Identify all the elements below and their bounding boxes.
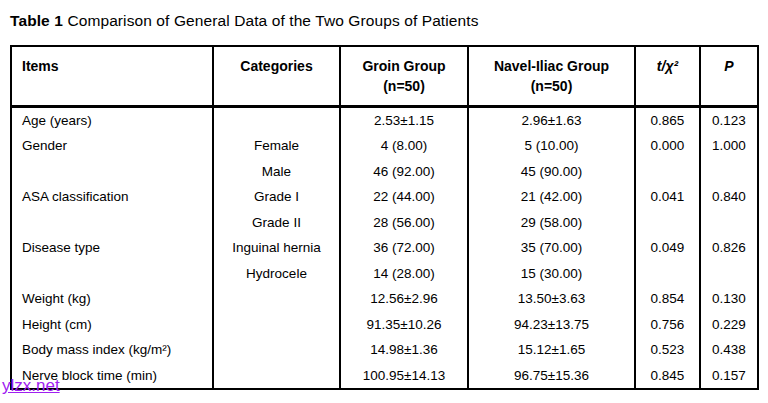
watermark-link[interactable]: ylzx.net [2,376,60,396]
cell-p-value [700,210,758,236]
cell-p-value: 0.840 [700,184,758,210]
cell-item-label: Body mass index (kg/m²) [11,337,213,363]
cell-item-label: Weight (kg) [11,286,213,312]
table-row: Disease type Inguinal hernia 36 (72.00) … [11,235,758,261]
cell-category: Hydrocele [213,261,340,287]
cell-navel-value: 2.96±1.63 [468,106,635,133]
table-title: Table 1 Comparison of General Data of th… [10,12,479,30]
cell-groin-value: 91.35±10.26 [340,312,468,338]
table-row: Height (cm) 91.35±10.26 94.23±13.75 0.75… [11,312,758,338]
table-row: Grade II 28 (56.00) 29 (58.00) [11,210,758,236]
groin-group-n: (n=50) [341,76,467,96]
cell-category: Grade I [213,184,340,210]
cell-navel-value: 45 (90.00) [468,159,635,185]
table-row: Body mass index (kg/m²) 14.98±1.36 15.12… [11,337,758,363]
cell-stat-value: 0.865 [635,106,700,133]
cell-p-value: 1.000 [700,133,758,159]
cell-category [213,106,340,133]
table-row: Weight (kg) 12.56±2.96 13.50±3.63 0.854 … [11,286,758,312]
column-header-groin-group: Groin Group (n=50) [340,46,468,106]
cell-stat-value: 0.049 [635,235,700,261]
navel-iliac-group-n: (n=50) [469,76,634,96]
table-row: Male 46 (92.00) 45 (90.00) [11,159,758,185]
cell-item-label [11,261,213,287]
column-header-categories: Categories [213,46,340,106]
cell-p-value [700,159,758,185]
cell-stat-value: 0.041 [635,184,700,210]
cell-stat-value [635,261,700,287]
groin-group-label: Groin Group [341,56,467,76]
cell-groin-value: 2.53±1.15 [340,106,468,133]
cell-navel-value: 29 (58.00) [468,210,635,236]
header-row: Items Categories Groin Group (n=50) Nave… [11,46,758,106]
cell-item-label: ASA classification [11,184,213,210]
navel-iliac-group-label: Navel-Iliac Group [469,56,634,76]
cell-p-value: 0.157 [700,363,758,390]
column-header-items: Items [11,46,213,106]
cell-navel-value: 15 (30.00) [468,261,635,287]
cell-stat-value: 0.000 [635,133,700,159]
cell-category: Grade II [213,210,340,236]
cell-groin-value: 4 (8.00) [340,133,468,159]
cell-item-label: Gender [11,133,213,159]
comparison-table: Items Categories Groin Group (n=50) Nave… [10,45,759,390]
cell-navel-value: 21 (42.00) [468,184,635,210]
table-row: Hydrocele 14 (28.00) 15 (30.00) [11,261,758,287]
table-row: Gender Female 4 (8.00) 5 (10.00) 0.000 1… [11,133,758,159]
cell-category [213,337,340,363]
cell-groin-value: 22 (44.00) [340,184,468,210]
cell-groin-value: 100.95±14.13 [340,363,468,390]
cell-category: Inguinal hernia [213,235,340,261]
cell-item-label: Disease type [11,235,213,261]
cell-stat-value: 0.756 [635,312,700,338]
cell-groin-value: 14.98±1.36 [340,337,468,363]
cell-groin-value: 12.56±2.96 [340,286,468,312]
table-row: Age (years) 2.53±1.15 2.96±1.63 0.865 0.… [11,106,758,133]
cell-navel-value: 96.75±15.36 [468,363,635,390]
cell-stat-value [635,159,700,185]
cell-category: Male [213,159,340,185]
cell-navel-value: 5 (10.00) [468,133,635,159]
cell-groin-value: 46 (92.00) [340,159,468,185]
cell-navel-value: 94.23±13.75 [468,312,635,338]
table-title-number: Table 1 [10,12,63,29]
cell-category [213,286,340,312]
cell-item-label [11,159,213,185]
cell-item-label [11,210,213,236]
cell-groin-value: 28 (56.00) [340,210,468,236]
cell-p-value: 0.229 [700,312,758,338]
column-header-statistic: t/χ² [635,46,700,106]
table-title-text: Comparison of General Data of the Two Gr… [67,12,478,29]
cell-category [213,312,340,338]
cell-groin-value: 14 (28.00) [340,261,468,287]
cell-navel-value: 15.12±1.65 [468,337,635,363]
cell-category [213,363,340,390]
cell-p-value: 0.438 [700,337,758,363]
cell-stat-value: 0.854 [635,286,700,312]
cell-p-value [700,261,758,287]
table-row: Nerve block time (min) 100.95±14.13 96.7… [11,363,758,390]
cell-navel-value: 13.50±3.63 [468,286,635,312]
cell-stat-value [635,210,700,236]
cell-item-label: Height (cm) [11,312,213,338]
cell-category: Female [213,133,340,159]
cell-p-value: 0.123 [700,106,758,133]
cell-p-value: 0.130 [700,286,758,312]
cell-stat-value: 0.845 [635,363,700,390]
cell-navel-value: 35 (70.00) [468,235,635,261]
table-row: ASA classification Grade I 22 (44.00) 21… [11,184,758,210]
cell-stat-value: 0.523 [635,337,700,363]
cell-p-value: 0.826 [700,235,758,261]
cell-item-label: Age (years) [11,106,213,133]
cell-groin-value: 36 (72.00) [340,235,468,261]
column-header-navel-iliac-group: Navel-Iliac Group (n=50) [468,46,635,106]
column-header-p-value: P [700,46,758,106]
